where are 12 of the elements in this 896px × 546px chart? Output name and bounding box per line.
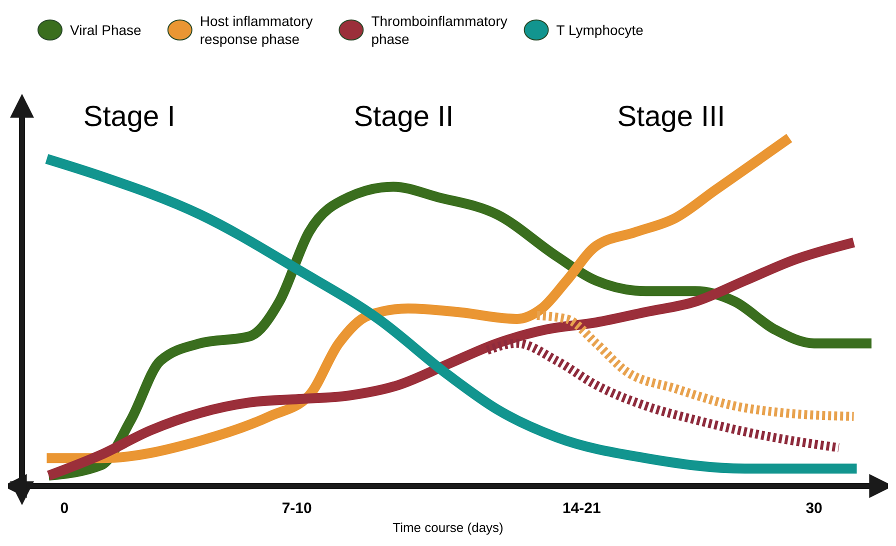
- text: Stage III: [617, 101, 726, 133]
- x-tick-label: 14-21: [562, 500, 601, 517]
- x-axis-title: Time course (days): [392, 520, 504, 535]
- legend-label: T Lymphocyte: [556, 22, 644, 38]
- legend-label: Host inflammatory response phase: [200, 12, 313, 47]
- text: Stage II: [354, 101, 454, 133]
- x-tick-label: 30: [806, 500, 822, 517]
- legend-label: Viral Phase: [70, 22, 142, 38]
- text: Stage I: [83, 101, 176, 133]
- legend-label: Thromboinflammatory phase: [371, 12, 508, 47]
- x-tick-label: 7-10: [282, 500, 312, 517]
- x-tick-label: 0: [60, 500, 69, 517]
